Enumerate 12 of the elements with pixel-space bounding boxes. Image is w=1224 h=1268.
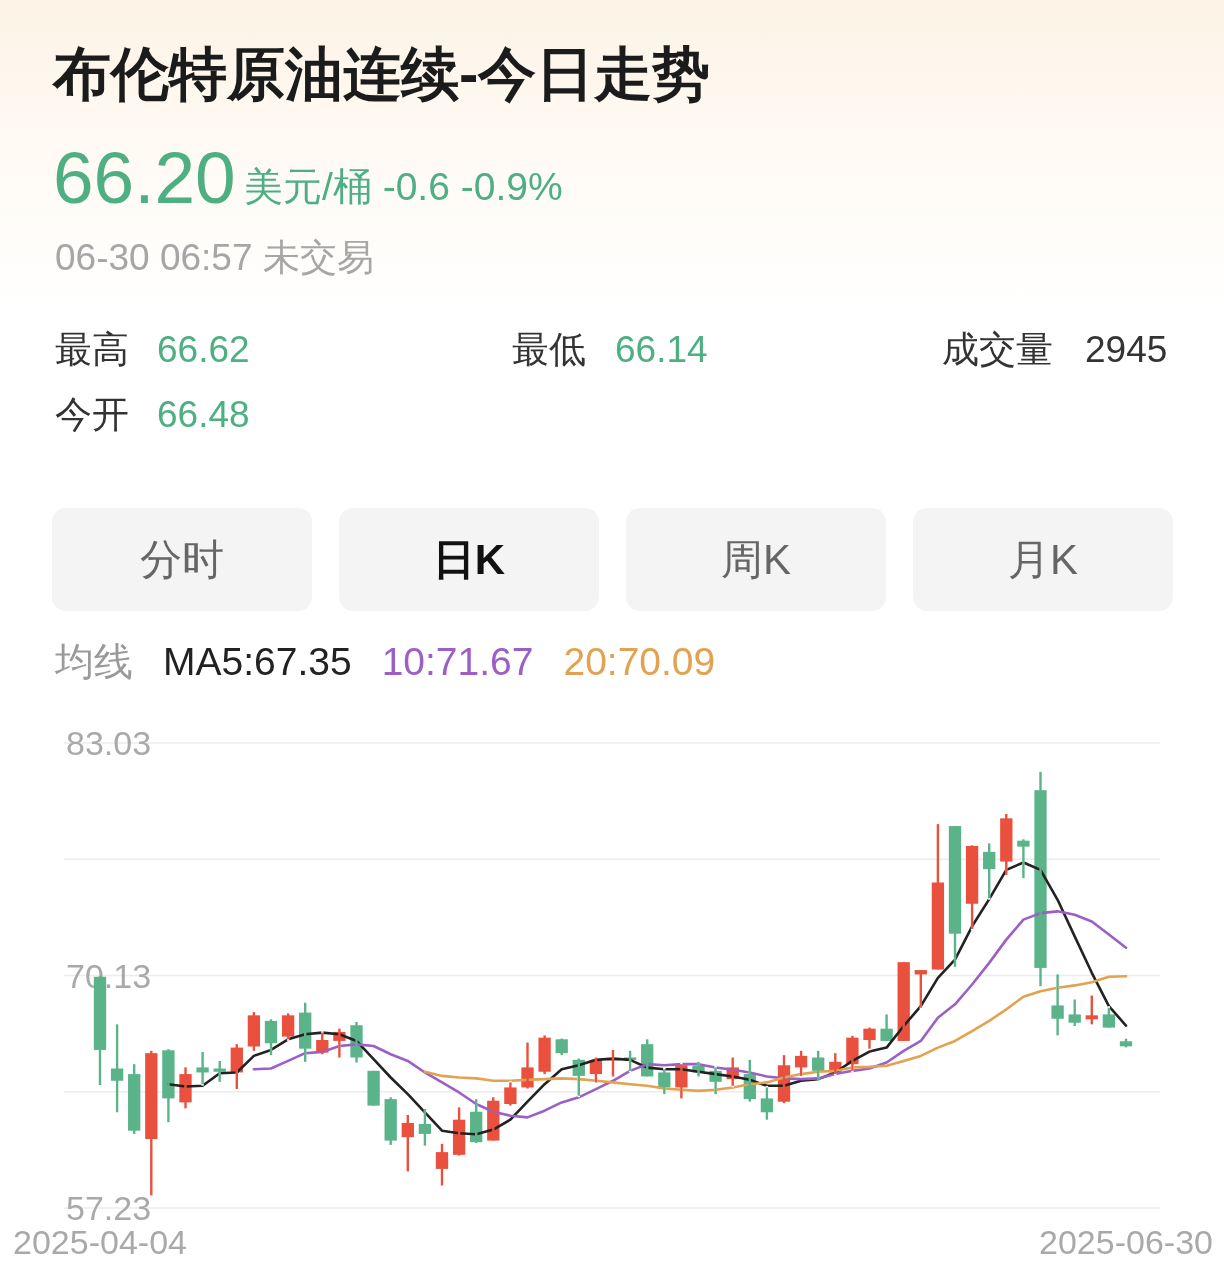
note: 66.20 <box>53 141 236 214</box>
note: 66.14 <box>615 331 708 368</box>
note: 最高 <box>55 331 129 368</box>
note: 66.62 <box>157 331 250 368</box>
note: 2945 <box>1085 331 1168 368</box>
note: 成交量 <box>942 331 1053 368</box>
note: 最低 <box>512 331 586 368</box>
note: 美元/桶 -0.6 -0.9% <box>244 167 563 206</box>
title: 布伦特原油连续-今日走势 <box>53 45 711 103</box>
note: 66.48 <box>157 396 250 433</box>
note: 06-30 06:57 未交易 <box>55 239 374 276</box>
note: 今开 <box>55 396 129 433</box>
